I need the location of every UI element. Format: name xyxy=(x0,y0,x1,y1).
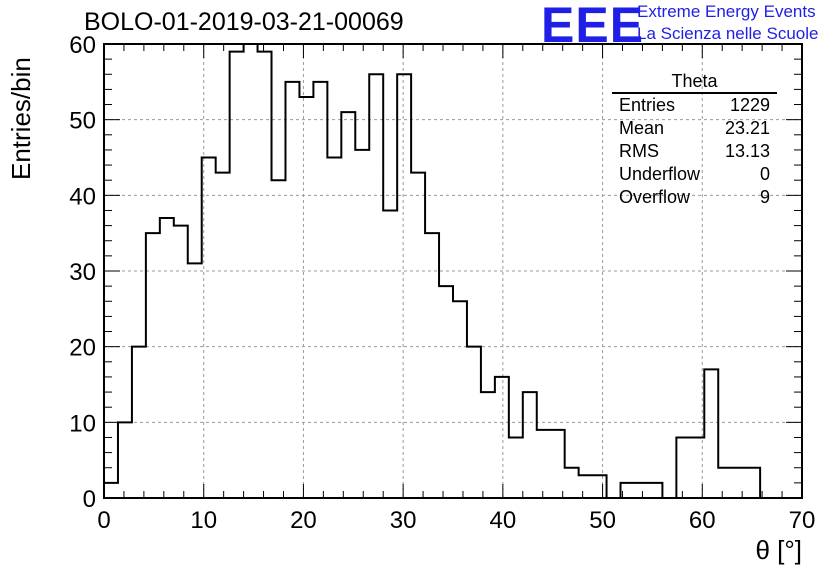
plot-frame xyxy=(103,43,803,499)
x-tick-label: 40 xyxy=(490,507,517,534)
logo-text-line1: Extreme Energy Events xyxy=(637,2,816,21)
logo-text-line2: La Scienza nelle Scuole xyxy=(637,24,819,43)
stats-row-entries: Entries 1229 xyxy=(612,94,777,117)
y-tick-label: 40 xyxy=(69,183,96,210)
x-tick-label: 30 xyxy=(390,507,417,534)
stats-row-rms: RMS 13.13 xyxy=(612,140,777,163)
histogram-step-line xyxy=(103,43,762,499)
x-axis-label: θ [°] xyxy=(755,535,802,565)
stats-value: 9 xyxy=(759,187,770,207)
stats-label: Underflow xyxy=(619,164,701,184)
y-tick-label: 60 xyxy=(69,32,96,59)
stats-value: 1229 xyxy=(729,95,770,115)
x-tick-label: 70 xyxy=(789,507,816,534)
stats-value: 0 xyxy=(759,164,770,184)
x-tick-label: 10 xyxy=(190,507,217,534)
y-tick-label: 20 xyxy=(69,335,96,362)
stats-row-overflow: Overflow 9 xyxy=(612,186,777,209)
stats-label: Entries xyxy=(619,95,676,115)
chart-title: BOLO-01-2019-03-21-00069 xyxy=(84,8,404,36)
y-tick-label: 30 xyxy=(69,259,96,286)
x-tick-label: 0 xyxy=(97,507,110,534)
stats-title: Theta xyxy=(612,70,777,94)
y-axis-label: Entries/bin xyxy=(6,57,36,180)
y-tick-label: 0 xyxy=(83,486,96,513)
stats-row-mean: Mean 23.21 xyxy=(612,117,777,140)
y-tick-label: 10 xyxy=(69,410,96,437)
stats-box: Theta Entries 1229 Mean 23.21 RMS 13.13 … xyxy=(612,70,777,209)
eee-logo-mark: EEE xyxy=(541,0,645,53)
x-tick-label: 60 xyxy=(689,507,716,534)
stats-row-underflow: Underflow 0 xyxy=(612,163,777,186)
stats-label: Mean xyxy=(619,118,665,138)
x-tick-label: 50 xyxy=(589,507,616,534)
stats-value: 23.21 xyxy=(724,118,770,138)
x-tick-label: 20 xyxy=(290,507,317,534)
y-tick-label: 50 xyxy=(69,108,96,135)
stats-label: RMS xyxy=(619,141,659,161)
stats-label: Overflow xyxy=(619,187,691,207)
stats-value: 13.13 xyxy=(724,141,770,161)
